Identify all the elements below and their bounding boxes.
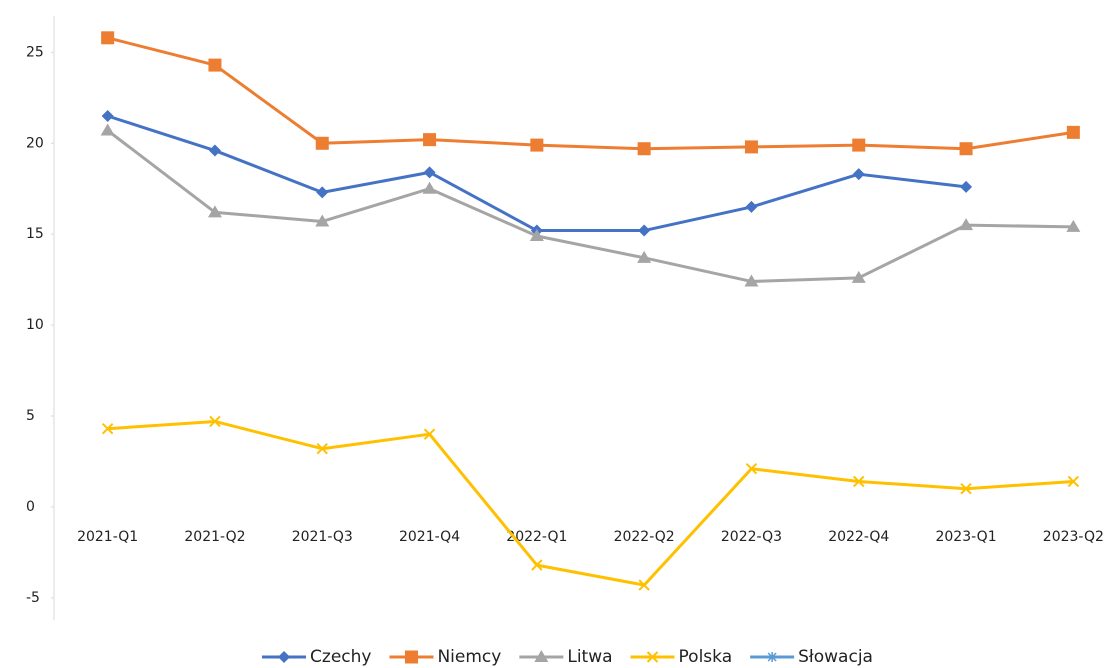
- marker: [315, 214, 330, 227]
- marker: [316, 186, 329, 199]
- legend-entry: Słowacja: [750, 647, 873, 667]
- legend-entry: Litwa: [519, 647, 613, 667]
- marker: [207, 205, 222, 218]
- marker: [101, 423, 114, 435]
- x-tick-label: 2023-Q2: [1043, 529, 1104, 545]
- marker: [745, 463, 758, 475]
- marker: [529, 229, 544, 241]
- marker: [1066, 125, 1080, 139]
- marker: [767, 652, 777, 662]
- marker: [208, 144, 221, 157]
- marker: [745, 200, 758, 213]
- marker: [209, 415, 221, 428]
- legend-label: Litwa: [567, 647, 612, 667]
- marker: [851, 270, 866, 283]
- series-line: [106, 129, 1074, 283]
- marker: [278, 651, 291, 663]
- x-tick-label: 2021-Q4: [399, 529, 460, 545]
- x-tick-label: 2021-Q3: [292, 529, 353, 545]
- marker: [959, 218, 974, 231]
- x-tick-label: 2022-Q4: [828, 529, 889, 545]
- legend-label: Czechy: [310, 647, 371, 667]
- legend-entry: Polska: [630, 647, 733, 667]
- marker: [744, 140, 758, 154]
- marker: [638, 224, 651, 237]
- marker: [531, 559, 543, 571]
- y-tick-label: 0: [26, 499, 35, 515]
- marker: [1067, 475, 1080, 488]
- marker: [852, 138, 866, 152]
- x-tick-label: 2022-Q1: [506, 529, 567, 545]
- y-tick-label: -5: [26, 590, 40, 606]
- x-tick-label: 2023-Q1: [935, 529, 996, 545]
- marker: [208, 58, 222, 72]
- series-line: [107, 419, 1074, 587]
- marker: [423, 166, 436, 179]
- marker: [638, 579, 650, 591]
- legend-label: Polska: [679, 647, 733, 667]
- x-tick-label: 2022-Q3: [721, 529, 782, 545]
- legend-entry: Niemcy: [389, 647, 501, 667]
- x-tick-label: 2021-Q2: [184, 529, 245, 545]
- legend: Czechy Niemcy Litwa Polska Słowacja: [262, 647, 873, 667]
- marker: [960, 483, 972, 495]
- marker: [423, 133, 437, 147]
- marker: [637, 142, 651, 156]
- y-tick-label: 5: [26, 408, 35, 424]
- marker: [316, 443, 328, 455]
- marker: [852, 168, 865, 181]
- x-tick-label: 2022-Q2: [614, 529, 675, 545]
- marker: [534, 650, 549, 662]
- marker: [315, 136, 329, 150]
- marker: [744, 274, 759, 287]
- marker: [637, 250, 652, 263]
- series-line: [107, 36, 1074, 151]
- y-tick-label: 10: [26, 317, 44, 333]
- marker: [101, 110, 114, 122]
- x-tick-label: 2021-Q1: [77, 529, 138, 545]
- y-tick-label: 25: [26, 44, 44, 60]
- legend-label: Niemcy: [437, 647, 501, 667]
- marker: [404, 650, 418, 664]
- legend-label: Słowacja: [798, 647, 873, 667]
- marker: [530, 138, 544, 152]
- marker: [646, 651, 659, 663]
- y-tick-label: 15: [26, 226, 44, 242]
- legend-entry: Czechy: [262, 647, 371, 667]
- marker: [960, 180, 973, 193]
- marker: [1066, 219, 1081, 232]
- marker: [101, 31, 115, 45]
- marker: [959, 142, 973, 156]
- marker: [100, 123, 115, 136]
- marker: [422, 181, 437, 194]
- y-tick-label: 20: [26, 135, 44, 151]
- marker: [423, 428, 436, 440]
- marker: [853, 475, 865, 488]
